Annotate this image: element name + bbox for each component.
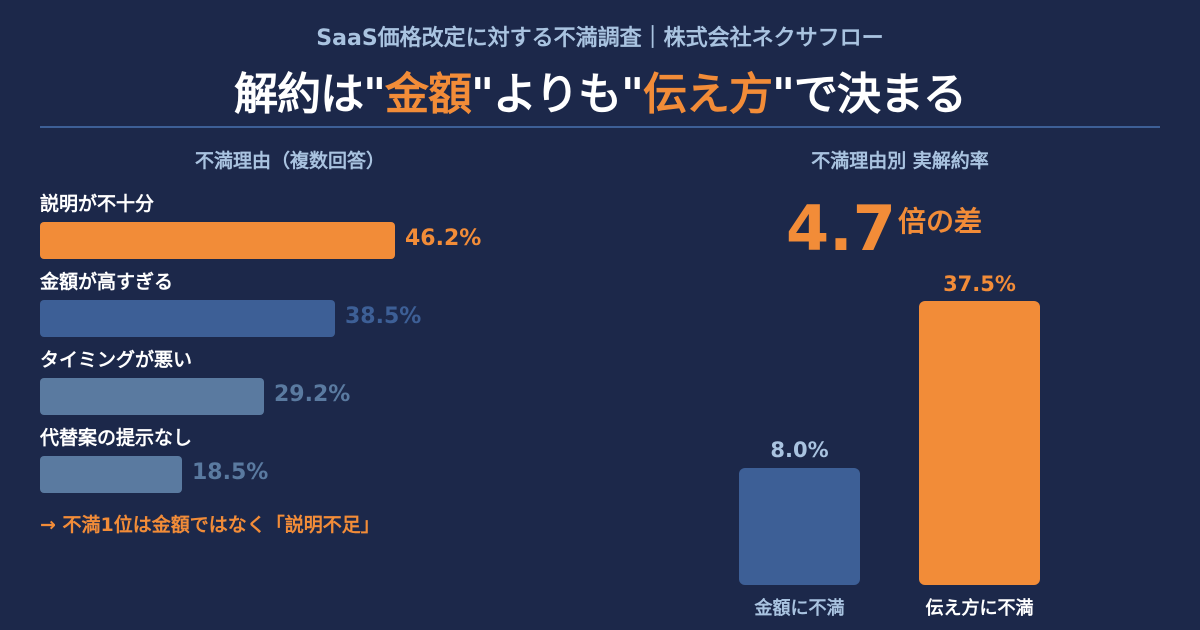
column-label: 金額に不満 — [754, 598, 845, 619]
multiplier-suffix: 倍の差 — [898, 205, 983, 238]
reason-bar — [40, 456, 182, 493]
reason-value: 29.2% — [274, 382, 351, 407]
column-bar — [739, 468, 860, 585]
title-part-1: 解約は" — [234, 69, 386, 120]
column-label: 伝え方に不満 — [925, 598, 1034, 619]
reason-label: タイミングが悪い — [40, 349, 193, 371]
multiplier-value: 4.7 — [786, 192, 896, 265]
churn-chart-title: 不満理由別 実解約率 — [811, 150, 989, 172]
title-highlight-amount: 金額 — [385, 69, 472, 120]
title-part-2: "よりも" — [471, 69, 644, 120]
reasons-chart-title: 不満理由（複数回答） — [194, 150, 385, 172]
reason-label: 説明が不十分 — [40, 193, 155, 215]
title-part-3: "で決まる — [771, 69, 967, 120]
reason-label: 金額が高すぎる — [40, 271, 174, 293]
reason-value: 18.5% — [192, 460, 269, 485]
page-title: 解約は"金額"よりも"伝え方"で決まる — [0, 58, 1200, 122]
reason-label: 代替案の提示なし — [40, 427, 193, 449]
title-highlight-communication: 伝え方 — [642, 69, 773, 120]
reason-value: 46.2% — [405, 226, 482, 251]
column-value: 8.0% — [770, 438, 829, 462]
reason-value: 38.5% — [345, 304, 422, 329]
column-bar — [919, 301, 1040, 585]
takeaway-note: → 不満1位は金額ではなく「説明不足」 — [40, 514, 380, 536]
reason-bar — [40, 300, 335, 337]
survey-subtitle: SaaS価格改定に対する不満調査｜株式会社ネクサフロー — [316, 26, 884, 51]
reason-bar — [40, 378, 264, 415]
header-divider — [40, 126, 1160, 128]
column-value: 37.5% — [943, 272, 1016, 296]
reason-bar — [40, 222, 395, 259]
